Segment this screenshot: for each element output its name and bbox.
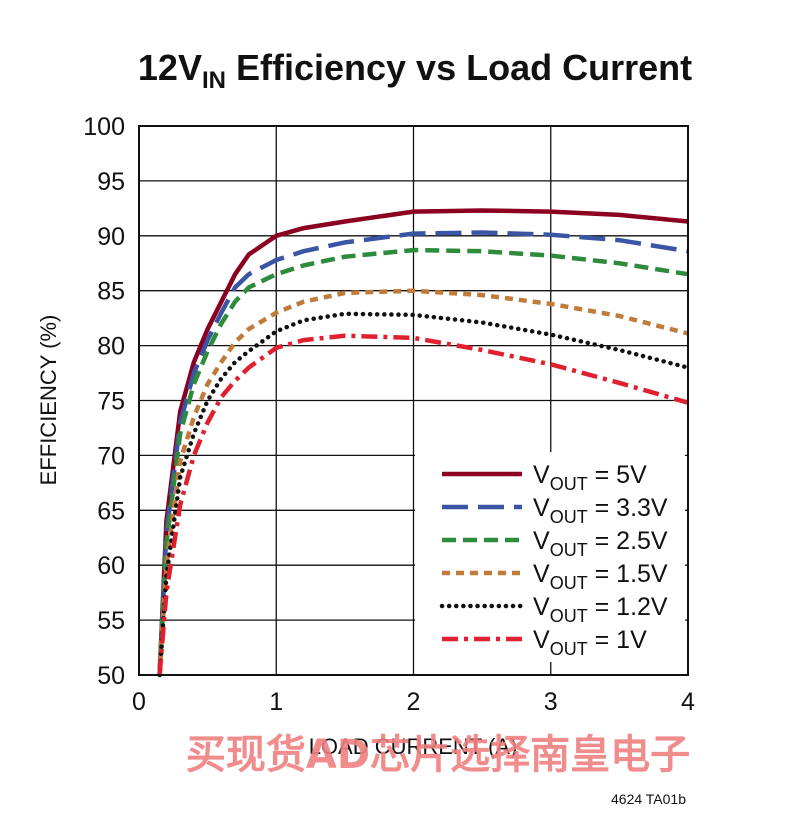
- legend-label: VOUT = 2.5V: [533, 527, 668, 560]
- legend-label: VOUT = 1V: [533, 626, 647, 659]
- figure-code: 4624 TA01b: [611, 791, 686, 807]
- x-tick-label: 0: [132, 688, 146, 716]
- x-tick-label: 3: [544, 688, 558, 716]
- grid-lines: [139, 126, 688, 675]
- series-line: [157, 333, 689, 676]
- legend-label: VOUT = 5V: [533, 461, 647, 494]
- y-tick-label: 100: [83, 113, 125, 141]
- chart-title: 12VIN Efficiency vs Load Current: [138, 47, 692, 94]
- x-tick-label: 1: [269, 688, 283, 716]
- series-line: [157, 288, 689, 676]
- legend-label: VOUT = 1.2V: [533, 593, 668, 626]
- y-tick-label: 75: [97, 388, 125, 416]
- y-tick-label: 70: [97, 442, 125, 470]
- y-tick-labels: 50 55 60 65 70 75 80 85 90 95 100: [83, 113, 125, 690]
- y-tick-label: 60: [97, 552, 125, 580]
- plot-frame: [138, 125, 689, 676]
- legend-label: VOUT = 1.5V: [533, 560, 668, 593]
- x-tick-labels: 0 1 2 3 4: [132, 688, 695, 716]
- data-series: [157, 208, 691, 678]
- y-tick-label: 85: [97, 278, 125, 306]
- series-line: [157, 208, 689, 676]
- y-tick-label: 55: [97, 607, 125, 635]
- x-tick-label: 4: [681, 688, 695, 716]
- y-axis-label: EFFICIENCY (%): [36, 315, 61, 486]
- y-tick-label: 50: [97, 662, 125, 690]
- x-tick-label: 2: [407, 688, 421, 716]
- legend-background: [415, 452, 685, 662]
- y-tick-label: 95: [97, 168, 125, 196]
- watermark-text: 买现货AD芯片选择南皇电子: [186, 732, 690, 778]
- series-line: [157, 247, 689, 676]
- y-tick-label: 90: [97, 223, 125, 251]
- series-line: [157, 230, 689, 676]
- y-tick-label: 65: [97, 497, 125, 525]
- x-axis-label: LOAD CURRENT (A): [309, 734, 518, 759]
- y-tick-label: 80: [97, 333, 125, 361]
- legend-label: VOUT = 3.3V: [533, 494, 668, 527]
- series-line: [157, 311, 691, 678]
